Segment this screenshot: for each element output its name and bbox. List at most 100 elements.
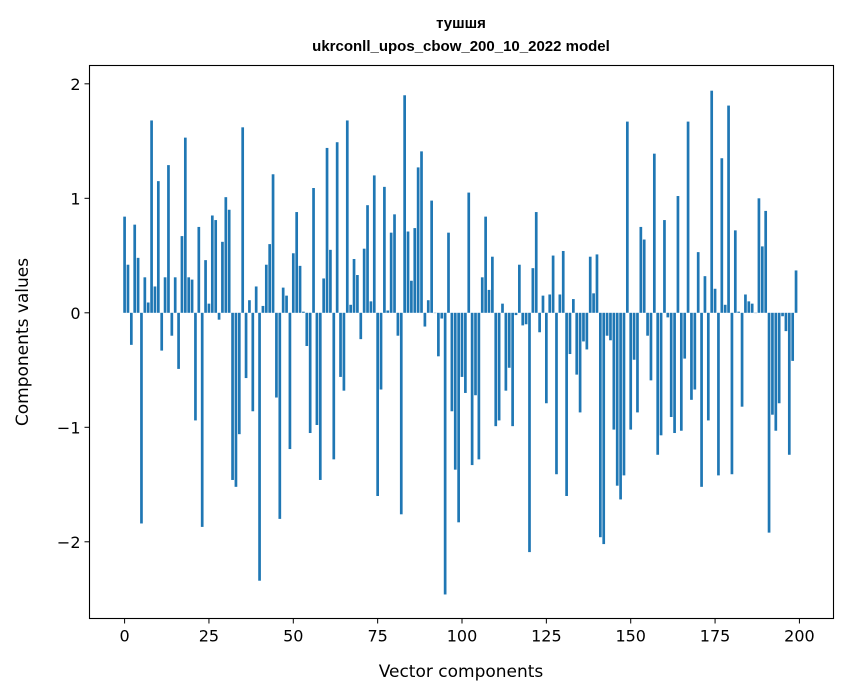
bar-150	[629, 313, 632, 430]
bar-178	[724, 305, 727, 313]
bar-182	[737, 312, 740, 313]
bar-8	[150, 120, 153, 312]
bar-75	[376, 313, 379, 496]
bar-113	[505, 313, 508, 391]
bar-107	[484, 217, 487, 313]
bar-50	[292, 253, 295, 313]
bar-11	[160, 313, 163, 351]
bar-26	[211, 215, 214, 312]
bar-166	[683, 313, 686, 359]
bar-135	[579, 313, 582, 413]
bar-179	[727, 106, 730, 313]
bar-20	[191, 280, 194, 313]
bar-88	[420, 151, 423, 312]
bar-103	[471, 313, 474, 465]
bar-102	[467, 193, 470, 313]
bar-25	[208, 304, 211, 313]
bar-133	[572, 299, 575, 313]
bar-100	[461, 313, 464, 377]
bar-125	[545, 313, 548, 403]
bar-73	[370, 301, 373, 312]
bar-78	[386, 311, 389, 313]
bar-62	[332, 313, 335, 460]
bar-72	[366, 205, 369, 313]
bar-71	[363, 249, 366, 313]
bar-60	[326, 148, 329, 313]
bar-196	[785, 313, 788, 331]
bar-74	[373, 175, 376, 312]
bar-43	[268, 244, 271, 313]
bar-66	[346, 120, 349, 312]
x-tick-label: 100	[447, 627, 478, 646]
bar-76	[380, 313, 383, 390]
bar-126	[548, 294, 551, 312]
bar-69	[356, 275, 359, 313]
x-tick-label: 0	[119, 627, 129, 646]
bar-161	[666, 313, 669, 318]
bar-64	[339, 313, 342, 377]
bar-192	[771, 313, 774, 415]
bar-19	[187, 277, 190, 312]
bar-131	[565, 313, 568, 496]
bar-184	[744, 294, 747, 312]
bar-34	[238, 313, 241, 434]
bar-134	[575, 313, 578, 375]
bar-36	[245, 313, 248, 378]
bar-137	[586, 313, 589, 350]
bar-85	[410, 281, 413, 313]
bar-14	[170, 313, 173, 336]
bar-165	[680, 313, 683, 431]
chart-title-line2: ukrconll_upos_cbow_200_10_2022 model	[312, 38, 610, 55]
bar-152	[636, 313, 639, 413]
bar-197	[788, 313, 791, 455]
bar-80	[393, 214, 396, 312]
bar-129	[559, 294, 562, 312]
bar-194	[778, 313, 781, 403]
bar-70	[359, 313, 362, 339]
bar-33	[235, 313, 238, 487]
bar-54	[305, 313, 308, 346]
bar-12	[164, 277, 167, 312]
bar-61	[329, 250, 332, 313]
bar-136	[582, 313, 585, 342]
y-tick-label: 0	[70, 304, 80, 323]
bar-77	[383, 187, 386, 313]
bar-157	[653, 154, 656, 313]
y-axis-label: Components values	[13, 258, 33, 426]
bar-4	[137, 258, 140, 313]
bar-151	[633, 313, 636, 360]
bar-109	[491, 257, 494, 313]
bar-2	[130, 313, 133, 345]
bar-148	[623, 313, 626, 476]
bar-147	[619, 313, 622, 500]
bar-28	[218, 313, 221, 320]
bar-117	[518, 265, 521, 313]
bar-127	[552, 256, 555, 313]
bar-0	[123, 217, 126, 313]
bar-112	[501, 304, 504, 313]
bar-185	[747, 301, 750, 312]
bar-124	[542, 296, 545, 313]
bar-189	[761, 246, 764, 312]
bar-159	[660, 313, 663, 436]
bar-23	[201, 313, 204, 527]
y-tick-label: −2	[57, 533, 81, 552]
bar-79	[390, 233, 393, 313]
bar-5	[140, 313, 143, 524]
bar-122	[535, 212, 538, 313]
bar-39	[255, 286, 258, 312]
bar-104	[474, 313, 477, 395]
bar-123	[538, 313, 541, 332]
chart-title-line1: тушшя	[436, 15, 486, 32]
bar-65	[343, 313, 346, 391]
bar-144	[609, 313, 612, 340]
bar-67	[349, 305, 352, 313]
bar-186	[751, 304, 754, 313]
bar-41	[262, 306, 265, 313]
bar-174	[710, 91, 713, 313]
bar-95	[444, 313, 447, 595]
bar-97	[451, 313, 454, 411]
bar-132	[569, 313, 572, 354]
y-tick-label: 2	[70, 75, 80, 94]
